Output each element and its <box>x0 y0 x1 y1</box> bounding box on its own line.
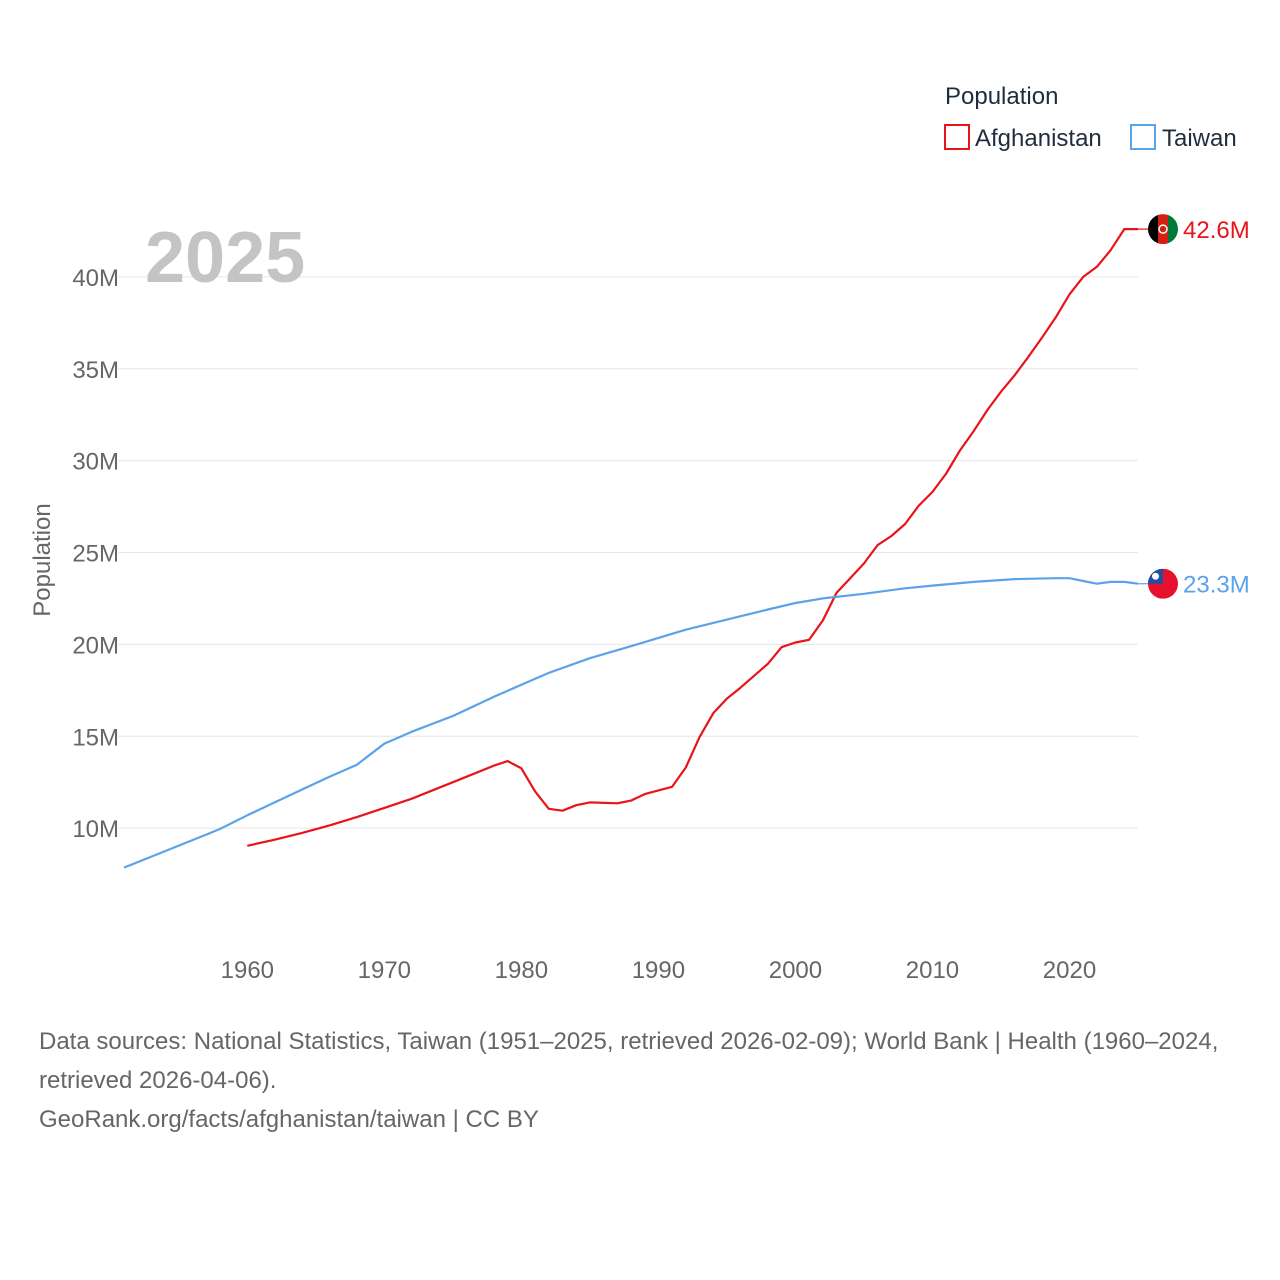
y-tick-label: 15M <box>72 724 119 751</box>
footer: Data sources: National Statistics, Taiwa… <box>39 1022 1249 1139</box>
y-axis-label: Population <box>29 503 56 616</box>
legend-item-afghanistan[interactable]: Afghanistan <box>944 124 1102 152</box>
x-tick-label: 1970 <box>358 957 411 984</box>
end-value-label-afghanistan: 42.6M <box>1183 217 1250 244</box>
series-line-afghanistan[interactable] <box>247 228 1138 847</box>
y-tick-label: 10M <box>72 816 119 843</box>
x-tick-label: 1990 <box>632 957 685 984</box>
x-tick-label: 1960 <box>221 957 274 984</box>
x-tick-label: 2020 <box>1043 957 1096 984</box>
series-line-taiwan[interactable] <box>123 577 1139 869</box>
x-axis: 1960 1970 1980 1990 2000 2010 2020 <box>221 957 1097 984</box>
taiwan-flag-icon <box>1148 568 1178 599</box>
y-axis: 10M 15M 20M 25M 30M 35M 40M <box>72 265 119 843</box>
x-tick-label: 2010 <box>906 957 959 984</box>
x-tick-label: 1980 <box>495 957 548 984</box>
year-watermark: 2025 <box>145 218 305 298</box>
legend-label-afghanistan: Afghanistan <box>975 125 1102 152</box>
data-sources-text: Data sources: National Statistics, Taiwa… <box>39 1028 1219 1094</box>
end-labels: 42.6M 23.3M <box>1138 214 1250 599</box>
gridlines <box>118 276 1138 829</box>
legend: Population Afghanistan Taiwan <box>944 83 1237 152</box>
legend-swatch-taiwan <box>1130 124 1156 150</box>
series-lines <box>123 228 1139 869</box>
x-tick-label: 2000 <box>769 957 822 984</box>
afghanistan-flag-icon <box>1148 214 1178 245</box>
y-tick-label: 20M <box>72 632 119 659</box>
y-tick-label: 30M <box>72 449 119 476</box>
legend-label-taiwan: Taiwan <box>1162 125 1237 152</box>
end-value-label-taiwan: 23.3M <box>1183 572 1250 599</box>
y-tick-label: 25M <box>72 541 119 568</box>
y-tick-label: 40M <box>72 265 119 292</box>
credit-link[interactable]: GeoRank.org/facts/afghanistan/taiwan | C… <box>39 1106 539 1133</box>
legend-swatch-afghanistan <box>944 124 970 150</box>
y-tick-label: 35M <box>72 357 119 384</box>
legend-title: Population <box>945 83 1058 110</box>
legend-item-taiwan[interactable]: Taiwan <box>1130 124 1237 152</box>
